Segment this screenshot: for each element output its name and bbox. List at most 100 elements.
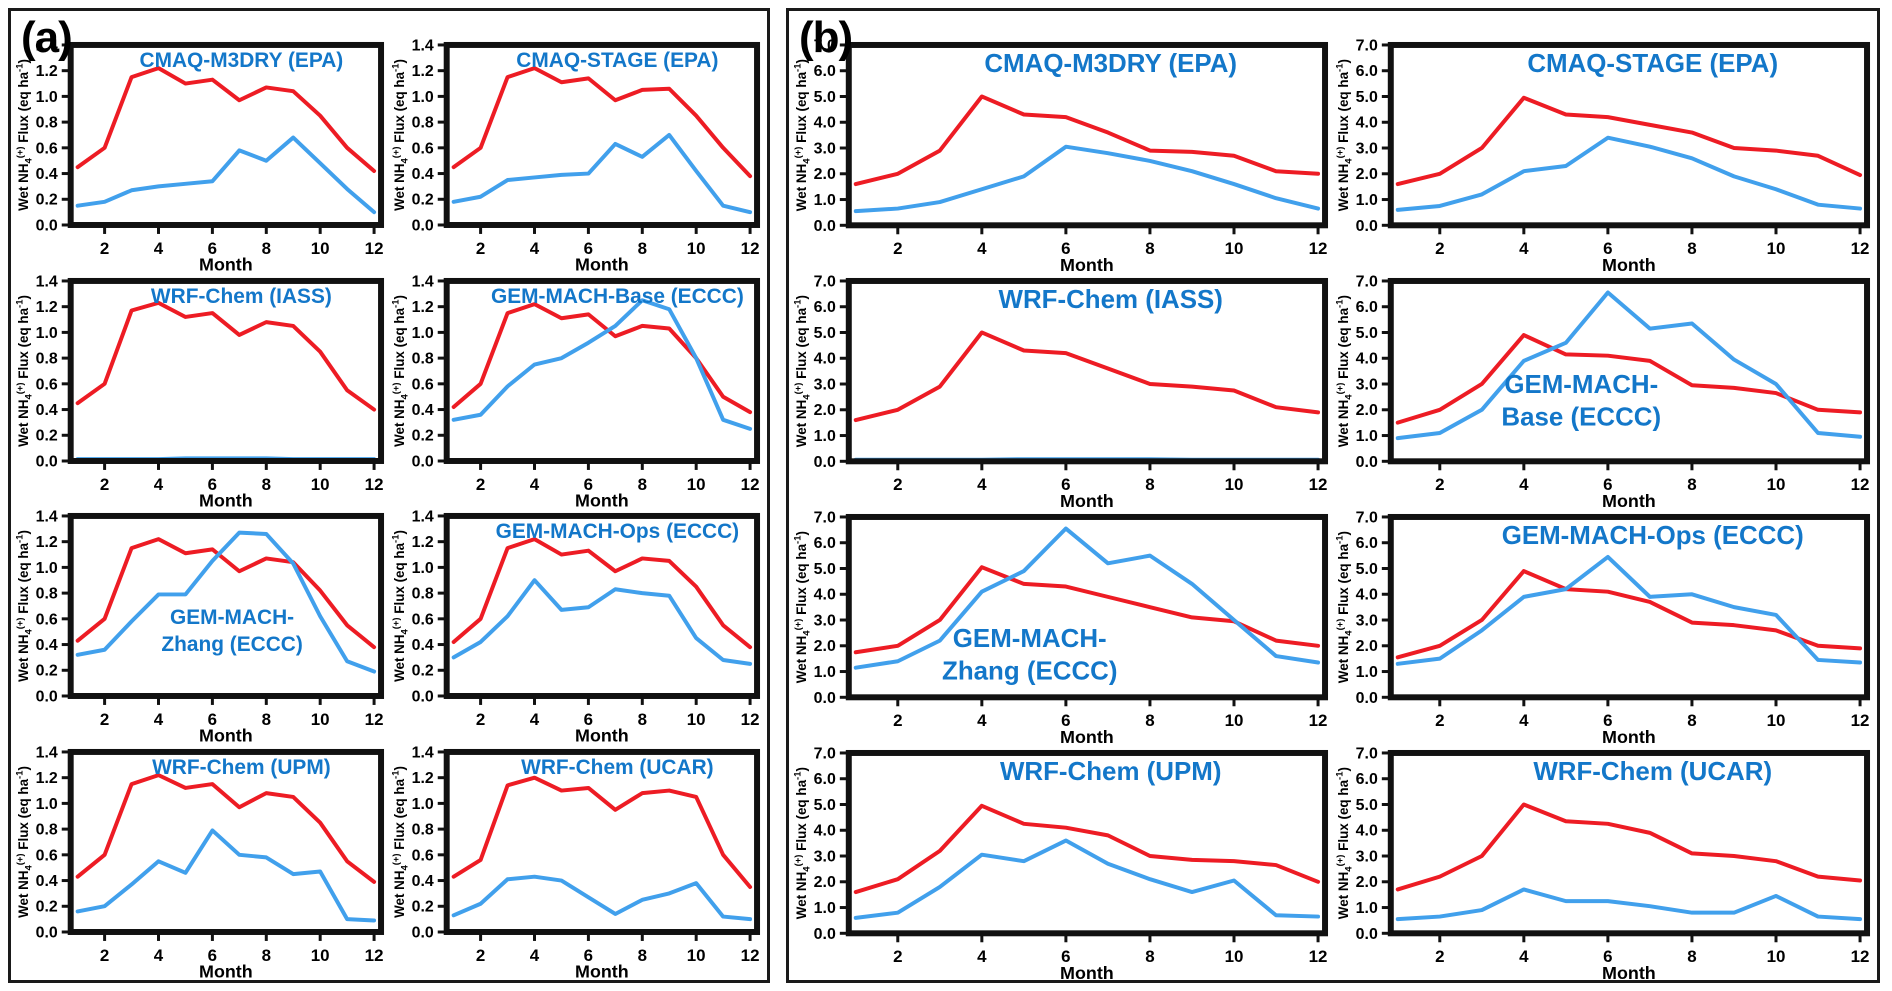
y-axis-label: Wet NH4(+) Flux (eq ha-1) — [14, 531, 34, 683]
x-tick-label: 6 — [208, 475, 217, 494]
x-tick-label: 2 — [1435, 711, 1444, 730]
y-tick-label: 3.0 — [814, 140, 836, 157]
plot-frame — [67, 513, 385, 700]
chart-canvas: 0.0 1.0 2.0 3.0 4.0 5.0 6.0 7.0 2 4 6 8 10 12 Month Wet… — [1334, 510, 1871, 745]
y-tick-label: 1.0 — [814, 428, 836, 445]
panel-a: (a) 0.0 0.2 0.4 0.6 0.8 1.0 1.2 1.4 2 4 6 8 10 12 Mont… — [8, 8, 770, 983]
subplot-title: GEM-MACH-Ops (ECCC) — [496, 520, 740, 543]
y-axis-label: Wet NH4(+) Flux (eq ha-1) — [1334, 59, 1354, 211]
y-tick-label: 0.2 — [36, 663, 58, 680]
x-tick-label: 6 — [1061, 948, 1070, 967]
red-series-line — [75, 66, 377, 173]
blue-series-line — [75, 135, 377, 215]
red-series-line — [75, 773, 377, 885]
y-tick-label: 0.8 — [412, 350, 434, 367]
plot-frame — [1387, 514, 1871, 701]
x-tick-label: 8 — [262, 239, 271, 258]
blue-series-line — [1395, 290, 1863, 441]
y-tick-label: 4.0 — [814, 115, 836, 132]
y-tick-label: 7.0 — [1356, 510, 1378, 527]
y-tick-label: 2.0 — [814, 639, 836, 656]
panel-a-grid: 0.0 0.2 0.4 0.6 0.8 1.0 1.2 1.4 2 4 6 8 10 12 Month Wet… — [13, 37, 765, 980]
y-tick-label: 3.0 — [1356, 613, 1378, 630]
y-tick-label: 1.0 — [1356, 900, 1378, 917]
y-tick-label: 0.2 — [36, 427, 58, 444]
plot-frame — [67, 277, 385, 464]
x-tick-label: 12 — [741, 239, 760, 258]
y-tick-label: 6.0 — [814, 772, 836, 789]
x-tick-label: 4 — [154, 475, 164, 494]
subplot-a-cmaq-m3dry-epa-: 0.0 0.2 0.4 0.6 0.8 1.0 1.2 1.4 2 4 6 8 10 12 Month Wet… — [13, 37, 389, 273]
y-axis-label: Wet NH4(+) Flux (eq ha-1) — [792, 295, 812, 447]
plot-frame — [443, 277, 761, 464]
subplot-a-cmaq-stage-epa-: 0.0 0.2 0.4 0.6 0.8 1.0 1.2 1.4 2 4 6 8 10 12 Month Wet… — [389, 37, 765, 273]
chart-canvas: 0.0 1.0 2.0 3.0 4.0 5.0 6.0 7.0 2 4 6 8 10 12 Month Wet… — [792, 37, 1329, 273]
x-tick-label: 4 — [530, 239, 540, 258]
x-axis-label: Month — [575, 255, 629, 273]
x-tick-label: 6 — [208, 710, 217, 729]
y-axis-label: Wet NH4(+) Flux (eq ha-1) — [390, 295, 410, 447]
y-tick-label: 1.4 — [36, 745, 58, 762]
y-tick-label: 1.2 — [36, 770, 58, 787]
y-tick-label: 5.0 — [1356, 561, 1378, 578]
y-tick-label: 4.0 — [1356, 351, 1378, 368]
subplot-title: WRF-Chem (UPM) — [152, 756, 331, 779]
y-tick-label: 1.2 — [412, 535, 434, 552]
y-tick-label: 0.0 — [1356, 926, 1378, 943]
y-tick-label: 5.0 — [814, 325, 836, 342]
y-tick-label: 0.4 — [412, 637, 434, 654]
x-tick-label: 6 — [584, 946, 593, 965]
y-tick-label: 0.8 — [412, 586, 434, 603]
x-axis-label: Month — [199, 490, 253, 508]
x-axis-label: Month — [575, 726, 629, 744]
y-tick-label: 1.0 — [412, 560, 434, 577]
y-tick-label: 0.0 — [814, 690, 836, 707]
red-series-line — [75, 300, 377, 412]
plot-frame — [443, 41, 761, 228]
y-tick-label: 2.0 — [1356, 639, 1378, 656]
y-tick-label: 0.2 — [412, 663, 434, 680]
x-tick-label: 12 — [365, 239, 384, 258]
x-tick-label: 6 — [208, 239, 217, 258]
y-tick-label: 0.0 — [814, 454, 836, 471]
y-tick-label: 1.4 — [36, 509, 58, 526]
y-axis-label: Wet NH4(+) Flux (eq ha-1) — [390, 531, 410, 683]
plot-frame — [1387, 278, 1871, 465]
plot-frame — [1387, 41, 1871, 229]
x-axis-label: Month — [1602, 491, 1656, 509]
y-tick-label: 1.0 — [36, 796, 58, 813]
blue-series-line — [451, 132, 753, 215]
subplot-a-wrf-chem-upm-: 0.0 0.2 0.4 0.6 0.8 1.0 1.2 1.4 2 4 6 8 10 12 Month Wet… — [13, 744, 389, 980]
y-tick-label: 0.4 — [36, 637, 58, 654]
y-tick-label: 1.0 — [814, 900, 836, 917]
y-tick-label: 1.0 — [36, 89, 58, 106]
x-tick-label: 6 — [1061, 239, 1070, 258]
subplot-title: CMAQ-M3DRY (EPA) — [984, 50, 1237, 78]
y-tick-label: 1.0 — [412, 89, 434, 106]
x-axis-label: Month — [1060, 727, 1114, 745]
y-tick-label: 2.0 — [1356, 875, 1378, 892]
plot-frame — [67, 749, 385, 936]
y-tick-label: 1.2 — [412, 63, 434, 80]
x-axis-label: Month — [199, 255, 253, 273]
subplot-b-gem-mach-ops-eccc-: 0.0 1.0 2.0 3.0 4.0 5.0 6.0 7.0 2 4 6 8 10 12 Month Wet… — [1333, 509, 1875, 745]
subplot-title: GEM-MACH- — [953, 625, 1107, 653]
y-tick-label: 6.0 — [1356, 535, 1378, 552]
y-tick-label: 2.0 — [814, 166, 836, 183]
y-tick-label: 5.0 — [1356, 325, 1378, 342]
plot-frame — [443, 749, 761, 936]
red-series-line — [1395, 333, 1863, 425]
y-axis-label: Wet NH4(+) Flux (eq ha-1) — [1334, 295, 1354, 447]
blue-series-line — [1395, 555, 1863, 667]
x-tick-label: 4 — [977, 948, 987, 967]
y-tick-label: 5.0 — [814, 89, 836, 106]
subplot-title: WRF-Chem (UCAR) — [521, 756, 713, 779]
subplot-a-wrf-chem-ucar-: 0.0 0.2 0.4 0.6 0.8 1.0 1.2 1.4 2 4 6 8 10 12 Month Wet… — [389, 744, 765, 980]
x-tick-label: 2 — [100, 239, 109, 258]
y-tick-label: 0.0 — [412, 217, 434, 234]
chart-canvas: 0.0 0.2 0.4 0.6 0.8 1.0 1.2 1.4 2 4 6 8 10 12 Month Wet… — [14, 509, 385, 744]
y-tick-label: 0.6 — [412, 140, 434, 157]
y-tick-label: 1.4 — [36, 273, 58, 290]
x-tick-label: 8 — [638, 710, 647, 729]
y-tick-label: 6.0 — [1356, 63, 1378, 80]
